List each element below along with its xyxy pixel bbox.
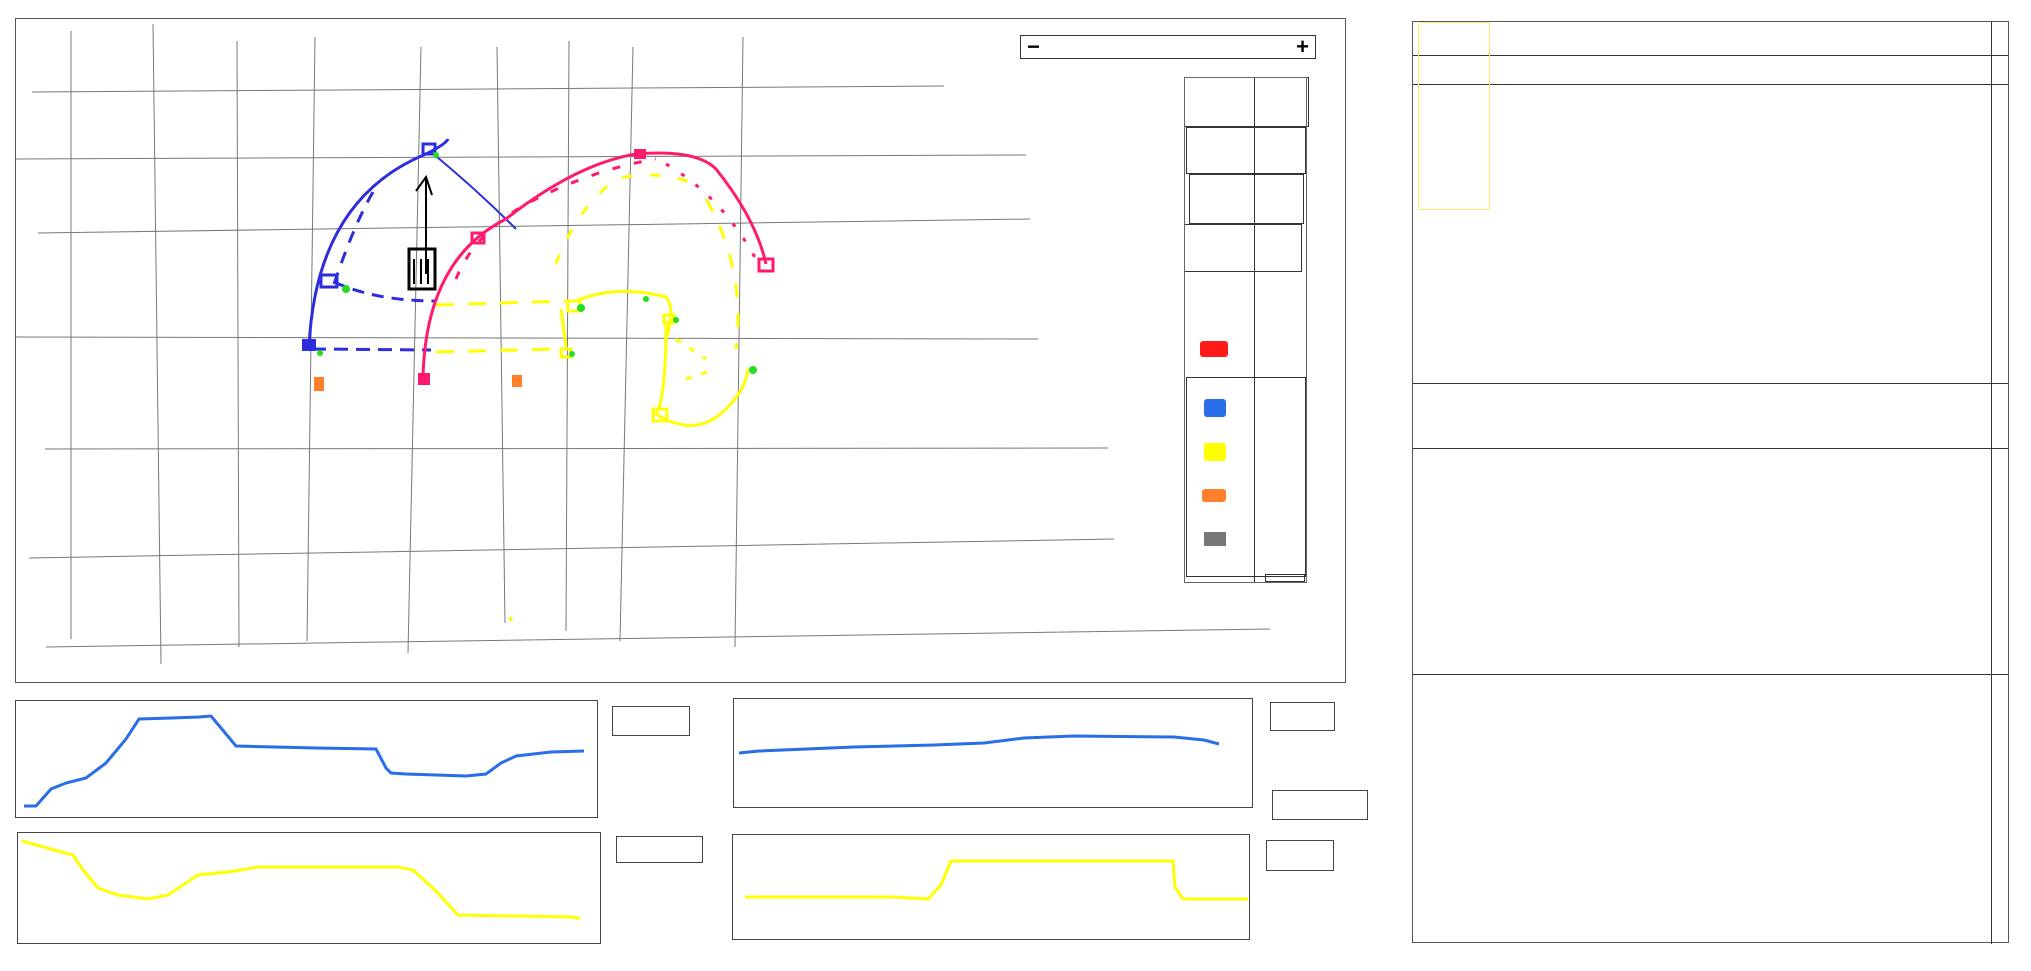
legend-group (1186, 377, 1306, 577)
map-grid (15, 23, 1271, 665)
panel-header-divider (1413, 55, 2008, 56)
telemetry-chart-blue-2 (733, 698, 1253, 808)
yellow-marker-icon (1204, 443, 1226, 461)
orange-marker-icon (1202, 489, 1226, 502)
telemetry-line (21, 839, 581, 921)
chart-value-chip[interactable] (616, 836, 703, 863)
legend-cell[interactable] (1186, 127, 1306, 174)
legend-resize-handle[interactable] (1265, 574, 1305, 582)
legend-divider (1254, 77, 1255, 583)
legend-frame (1184, 77, 1307, 583)
telemetry-chart-yellow-2 (732, 834, 1250, 940)
zoom-out-button[interactable]: − (1027, 34, 1040, 59)
waypoint-markers[interactable] (16, 19, 1347, 684)
route-blue[interactable] (16, 19, 1347, 684)
telemetry-chart-yellow-1 (17, 832, 601, 944)
chart-value-chip[interactable] (1266, 840, 1334, 871)
blue-marker-icon (1204, 399, 1226, 417)
gray-marker-icon (1204, 532, 1226, 546)
section-divider (1413, 674, 2008, 675)
route-pink[interactable] (16, 19, 1347, 684)
telemetry-line (24, 714, 585, 808)
robot-marker-icon[interactable] (16, 19, 1347, 684)
chart-value-chip[interactable] (1270, 702, 1335, 731)
right-panel (1412, 21, 2009, 944)
section-divider (1413, 383, 2008, 384)
zoom-control[interactable]: − + (1020, 35, 1316, 59)
chart-value-chip[interactable] (612, 706, 690, 736)
panel-header-divider (1413, 84, 2008, 85)
legend-panel (1184, 77, 1309, 583)
zoom-in-button[interactable]: + (1296, 34, 1309, 59)
telemetry-chart-blue-1 (15, 700, 598, 818)
telemetry-line (738, 734, 1220, 755)
telemetry-line (745, 859, 1248, 901)
map-canvas[interactable]: − + (15, 18, 1346, 683)
selection-highlight[interactable] (1418, 22, 1490, 210)
scrollbar[interactable] (1991, 22, 2007, 944)
chart-value-chip[interactable] (1272, 790, 1368, 820)
legend-cell[interactable] (1189, 174, 1304, 224)
section-divider (1413, 448, 2008, 449)
red-marker-icon (1200, 341, 1228, 357)
route-yellow[interactable] (16, 19, 1347, 684)
